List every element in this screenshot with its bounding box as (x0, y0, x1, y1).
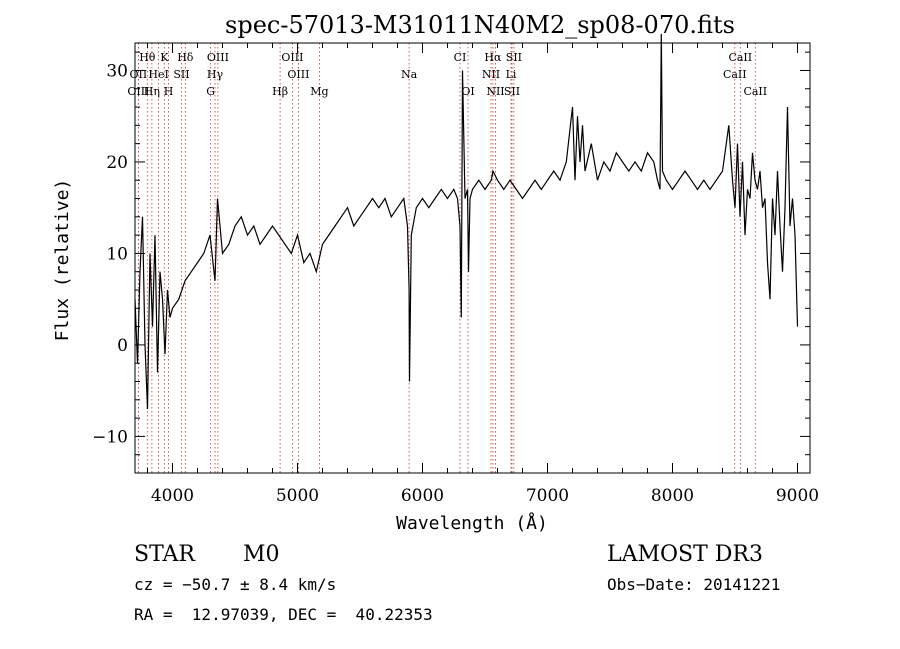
emission-line-label: OIII (287, 68, 309, 81)
emission-line-label: Na (401, 68, 418, 81)
x-axis-label: Wavelength (Å) (396, 512, 548, 534)
y-tick-label: 10 (106, 244, 128, 264)
emission-line-label: Hδ (177, 51, 194, 64)
emission-line-label: CI (454, 51, 467, 64)
emission-line-label: H (164, 85, 174, 98)
emission-line-label: Hβ (272, 85, 288, 98)
emission-line-label: SII (506, 51, 522, 64)
coordinates: RA = 12.97039, DEC = 40.22353 (134, 605, 433, 624)
cz-value: cz = −50.7 ± 8.4 km/s (134, 575, 337, 594)
x-axis-ticks: 4000 5000 6000 7000 8000 9000 (147, 43, 819, 506)
chart-title: spec-57013-M31011N40M2_sp08-070.fits (225, 11, 735, 39)
emission-line-label: OIII (127, 85, 149, 98)
y-tick-label: 30 (106, 61, 128, 81)
emission-line-markers (137, 43, 756, 473)
emission-line-label: Hθ (139, 51, 156, 64)
obs-date: Obs−Date: 20141221 (607, 575, 781, 594)
emission-line-label: Mg (310, 85, 328, 98)
emission-line-label: Hγ (207, 68, 224, 81)
object-class: STAR (134, 542, 195, 567)
y-tick-label: 20 (106, 153, 128, 173)
emission-line-label: SII (173, 68, 189, 81)
emission-line-label: OI (461, 85, 474, 98)
emission-line-label: CaII (723, 68, 747, 81)
emission-line-label: OIII (281, 51, 303, 64)
emission-line-labels: Hθ K Hδ OIII OIII CI Hα SII CaII OII HeI SII Hγ OIII N… (127, 51, 767, 98)
survey-name: LAMOST DR3 (607, 542, 763, 567)
x-tick-label: 6000 (401, 486, 444, 506)
y-tick-label: −10 (92, 427, 128, 447)
emission-line-label: OIII (207, 51, 229, 64)
plot-frame (134, 42, 811, 474)
emission-line-label: HeI (148, 68, 168, 81)
emission-line-label: OII (130, 68, 148, 81)
x-tick-label: 4000 (151, 486, 194, 506)
emission-line-label: Li (506, 68, 517, 81)
emission-line-label: G (206, 85, 215, 98)
emission-line-label: NII (482, 68, 500, 81)
y-tick-label: 0 (117, 336, 128, 356)
x-tick-label: 7000 (526, 486, 569, 506)
x-tick-label: 5000 (276, 486, 319, 506)
y-axis-label: Flux (relative) (52, 179, 73, 342)
emission-line-label: CaII (728, 51, 752, 64)
emission-line-label: Hα (484, 51, 502, 64)
spectrum-line (134, 33, 799, 410)
emission-line-label: K (160, 51, 169, 64)
y-axis-ticks: −10 0 10 20 30 (92, 51, 810, 474)
emission-line-label: SII (504, 85, 520, 98)
x-tick-label: 8000 (651, 486, 694, 506)
emission-line-label: NII (486, 85, 504, 98)
emission-line-label: Hη (144, 85, 160, 98)
emission-line-label: CaII (743, 85, 767, 98)
x-tick-label: 9000 (776, 486, 819, 506)
subclass: M0 (243, 542, 280, 567)
